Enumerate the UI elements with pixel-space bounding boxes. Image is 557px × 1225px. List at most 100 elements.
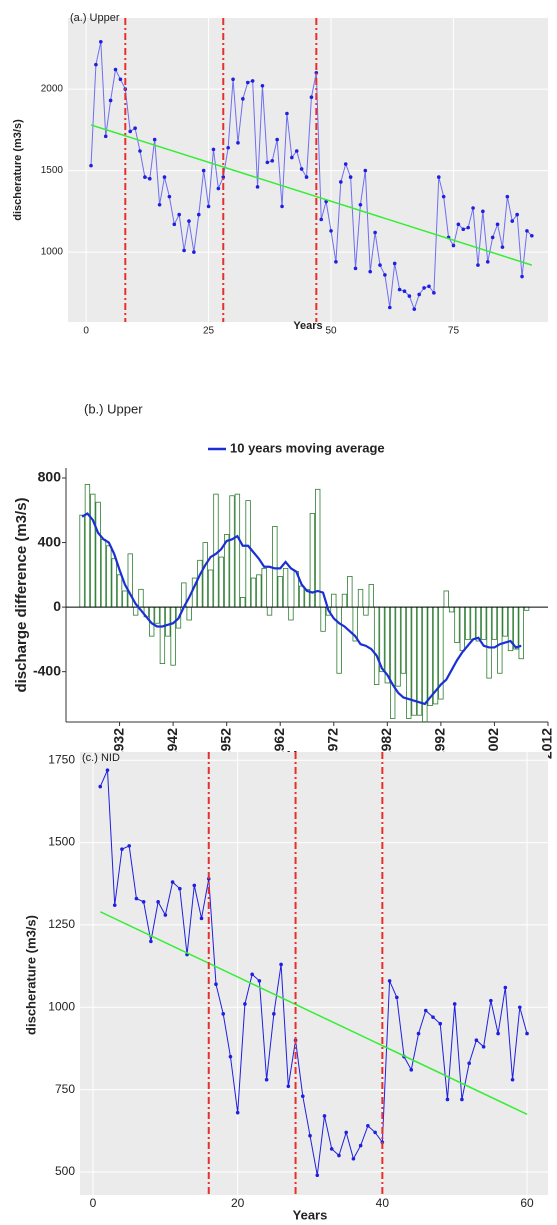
- data-point: [329, 229, 333, 233]
- data-point: [407, 294, 412, 298]
- data-point: [300, 1094, 305, 1098]
- data-point: [500, 245, 505, 249]
- data-point: [503, 985, 508, 990]
- chart-title: (c.) NID: [82, 752, 120, 764]
- data-point: [294, 149, 299, 153]
- data-point: [221, 175, 226, 179]
- data-point: [409, 1068, 414, 1072]
- data-point: [134, 896, 139, 901]
- trend-line: [90, 124, 533, 266]
- data-point: [451, 243, 456, 248]
- x-axis-label: Years: [293, 320, 322, 332]
- y-tick-label: 500: [55, 1164, 75, 1178]
- x-tick-label: 60: [520, 1196, 534, 1210]
- data-point: [89, 163, 93, 168]
- data-point: [192, 250, 196, 254]
- bar: [250, 577, 257, 608]
- data-point: [337, 1153, 341, 1158]
- x-tick-label: 2012: [539, 728, 555, 759]
- data-point: [423, 1008, 428, 1013]
- data-point: [275, 137, 279, 142]
- bar: [277, 576, 283, 608]
- bar: [363, 606, 369, 616]
- data-point: [103, 134, 108, 139]
- data-line: [99, 769, 528, 1176]
- bar: [470, 606, 476, 640]
- data-point: [485, 260, 490, 264]
- bar: [197, 559, 203, 608]
- bar: [427, 606, 433, 706]
- data-point: [196, 212, 201, 217]
- data-point: [192, 883, 197, 888]
- data-point: [460, 1097, 464, 1102]
- data-point: [510, 219, 515, 223]
- data-point: [214, 982, 218, 987]
- data-point: [113, 67, 118, 72]
- data-point: [466, 225, 470, 230]
- data-point: [329, 1147, 334, 1151]
- bar: [266, 606, 273, 616]
- bar: [336, 606, 342, 674]
- y-tick-label: 1000: [41, 247, 64, 258]
- bar: [165, 606, 171, 637]
- data-point: [366, 1124, 370, 1128]
- bar: [475, 606, 482, 642]
- data-point: [216, 186, 221, 191]
- x-tick-label: 25: [203, 326, 215, 337]
- x-tick-label: 40: [376, 1196, 390, 1210]
- data-point: [264, 1077, 269, 1082]
- x-tick-label: 50: [325, 326, 337, 337]
- data-point: [257, 979, 262, 983]
- x-tick-label: 2002: [485, 728, 501, 759]
- data-point: [397, 287, 402, 292]
- data-point: [395, 995, 399, 1000]
- data-point: [231, 77, 235, 82]
- bar: [234, 493, 241, 608]
- bar: [261, 567, 267, 608]
- legend-label: 10 years moving average: [230, 440, 385, 455]
- bar: [416, 606, 423, 716]
- y-tick-label: 750: [55, 1082, 75, 1096]
- data-point: [392, 261, 397, 266]
- y-tick-label: 2000: [41, 84, 64, 95]
- bar: [111, 558, 117, 608]
- data-point: [452, 1002, 457, 1006]
- data-point: [481, 1044, 486, 1049]
- data-point: [138, 149, 142, 153]
- data-point: [417, 292, 421, 297]
- data-point: [211, 147, 216, 152]
- data-point: [127, 844, 131, 848]
- y-tick-label: 0: [53, 598, 61, 614]
- data-point: [226, 145, 230, 150]
- data-point: [156, 900, 160, 904]
- bar: [240, 597, 246, 608]
- data-point: [228, 1054, 233, 1059]
- data-point: [520, 274, 524, 279]
- x-tick-label: 0: [90, 1196, 97, 1210]
- data-point: [416, 1031, 421, 1036]
- bar: [315, 488, 321, 608]
- y-tick-label: 1750: [48, 752, 75, 766]
- data-point: [108, 98, 113, 103]
- data-point: [496, 1031, 500, 1036]
- bar: [84, 484, 91, 608]
- data-point: [308, 1133, 312, 1138]
- data-point: [206, 204, 211, 209]
- y-tick-label: -400: [33, 662, 61, 678]
- bar: [320, 606, 326, 632]
- bar: [341, 593, 348, 608]
- data-point: [241, 97, 245, 101]
- data-point: [467, 1061, 471, 1066]
- data-point: [358, 203, 363, 207]
- data-point: [236, 141, 240, 145]
- data-point: [530, 233, 534, 238]
- plot-background: [68, 18, 548, 322]
- bar: [79, 514, 85, 608]
- bar: [400, 606, 407, 674]
- data-point: [489, 998, 493, 1003]
- data-point: [128, 129, 133, 134]
- data-point: [118, 77, 123, 82]
- data-point: [270, 158, 275, 163]
- data-point: [315, 1173, 320, 1178]
